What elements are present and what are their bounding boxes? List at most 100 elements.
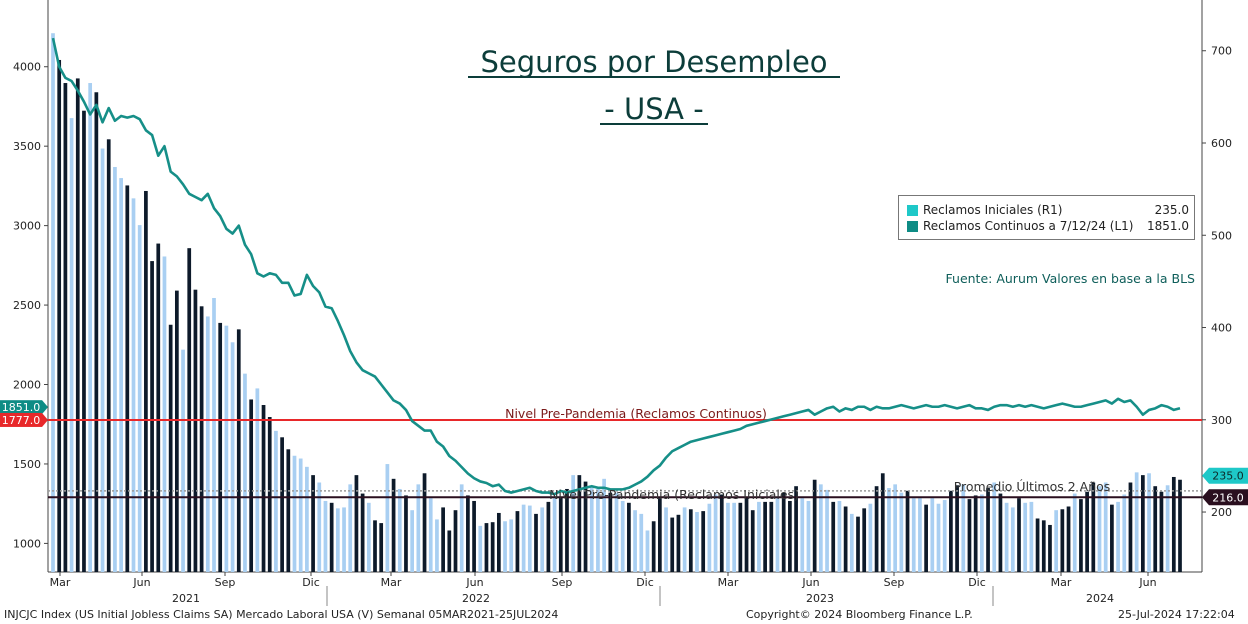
initial-claims-bar (639, 513, 644, 572)
initial-claims-bar (633, 510, 637, 572)
initial-claims-bar (986, 488, 990, 572)
initial-claims-bar (106, 139, 111, 572)
initial-claims-bar (379, 523, 384, 572)
initial-claims-bar (942, 500, 947, 572)
initial-claims-bar (825, 489, 829, 572)
initial-claims-bar (657, 498, 662, 572)
initial-claims-bar (162, 256, 167, 572)
initial-claims-bar (261, 405, 266, 572)
legend: Reclamos Iniciales (R1) 235.0 Reclamos C… (898, 195, 1195, 240)
initial-claims-bar (422, 473, 427, 572)
initial-claims-bar (1147, 473, 1151, 572)
initial-claims-bar (1085, 491, 1089, 572)
initial-claims-bar (998, 493, 1003, 572)
initial-claims-bar (230, 342, 235, 572)
badge-continuing-prepandemic-label: 1777.0 (2, 414, 41, 427)
initial-claims-bar (552, 498, 557, 572)
left-tick-label: 4000 (13, 61, 41, 74)
initial-claims-bar (812, 479, 817, 572)
initial-claims-bar (515, 511, 520, 572)
initial-claims-bar (546, 501, 551, 572)
initial-claims-bar (1116, 501, 1120, 572)
initial-claims-bar (911, 498, 916, 572)
x-month-label: Sep (552, 576, 573, 589)
initial-claims-bar (583, 481, 588, 572)
badge-continuing-last-box (0, 400, 42, 415)
initial-claims-bar (862, 508, 867, 572)
initial-claims-bar (856, 516, 860, 572)
badge-continuing-last-arrow (42, 400, 48, 415)
left-tick-label: 1000 (13, 537, 41, 550)
legend-item-continuing-claims: Reclamos Continuos a 7/12/24 (L1) 1851.0 (907, 219, 1189, 235)
initial-claims-bar (69, 118, 74, 572)
x-month-label: Sep (884, 576, 905, 589)
initial-claims-bar (763, 501, 767, 572)
initial-claims-bar (496, 512, 501, 572)
initial-claims-bar (1122, 494, 1127, 572)
initial-claims-bar (174, 290, 179, 572)
initial-claims-bar (459, 484, 464, 572)
initial-claims-bar (1079, 499, 1083, 572)
initial-claims-bar (385, 464, 390, 572)
initial-claims-bar (1159, 491, 1164, 572)
initial-claims-bar (744, 497, 749, 572)
initial-claims-bar (435, 519, 439, 572)
initial-claims-bar (205, 316, 210, 572)
initial-claims-bar (620, 500, 625, 572)
initial-claims-bar (738, 502, 743, 572)
initial-claims-bar (1128, 482, 1133, 572)
initial-claims-bar (137, 225, 142, 573)
initial-claims-bar (527, 505, 532, 572)
initial-claims-bar (484, 523, 489, 572)
initial-claims-bar (1171, 476, 1176, 572)
initial-claims-bar (305, 466, 309, 572)
initial-claims-bar (57, 59, 62, 573)
legend-swatch-initial (907, 205, 918, 216)
initial-claims-bar (887, 488, 891, 572)
right-tick-label: 400 (1211, 322, 1232, 335)
left-tick-label: 2500 (13, 299, 41, 312)
initial-claims-bar (1060, 509, 1065, 572)
initial-claims-bar (602, 478, 606, 572)
badge-initial-last-box (1202, 467, 1248, 484)
chart-subtitle: - USA - (604, 92, 703, 126)
initial-claims-bar (874, 486, 879, 572)
initial-claims-bar (1054, 510, 1059, 572)
chart-title: Seguros por Desempleo (480, 45, 827, 79)
right-tick-label: 500 (1211, 229, 1232, 242)
initial-claims-bar (113, 166, 117, 573)
initial-claims-bar (794, 486, 798, 572)
initial-claims-bar (391, 478, 396, 572)
initial-claims-bar (664, 507, 668, 572)
initial-claims-bar (1029, 501, 1034, 572)
legend-item-initial-claims: Reclamos Iniciales (R1) 235.0 (907, 203, 1189, 219)
right-tick-label: 300 (1211, 414, 1232, 427)
axis-ticks: 1000 1500 2000 2500 3000 3500 4000 200 300 400 500… (13, 45, 1232, 606)
x-month-label: Sep (215, 576, 236, 589)
legend-label-initial: Reclamos Iniciales (R1) (923, 203, 1063, 217)
initial-claims-bar (688, 509, 693, 572)
initial-claims-bar (503, 521, 507, 572)
initial-claims-bar (651, 521, 656, 572)
initial-claims-bar (558, 497, 563, 572)
initial-claims-bar (131, 198, 136, 572)
initial-claims-bar (695, 512, 699, 572)
initial-claims-bar (335, 508, 340, 572)
left-tick-label: 3500 (13, 140, 41, 153)
legend-value-continuing: 1851.0 (1147, 219, 1189, 233)
initial-claims-bar (924, 504, 928, 572)
x-year-label: 2021 (172, 592, 200, 605)
initial-claims-bar (676, 514, 681, 572)
initial-claims-bar (781, 492, 786, 572)
initial-claims-bar (150, 261, 154, 572)
left-tick-label: 1500 (13, 458, 41, 471)
ref-label-initial: Nivel Pre-Pandemia (Reclamos Iniciales) (549, 487, 799, 502)
badge-continuing-prepandemic-arrow (42, 412, 48, 427)
initial-claims-bar (818, 484, 823, 572)
left-tick-label: 3000 (13, 220, 41, 233)
initial-claims-bar (955, 485, 959, 572)
initial-claims-bar (311, 475, 315, 572)
initial-claims-bar (292, 455, 297, 572)
initial-claims-bar (410, 510, 415, 572)
